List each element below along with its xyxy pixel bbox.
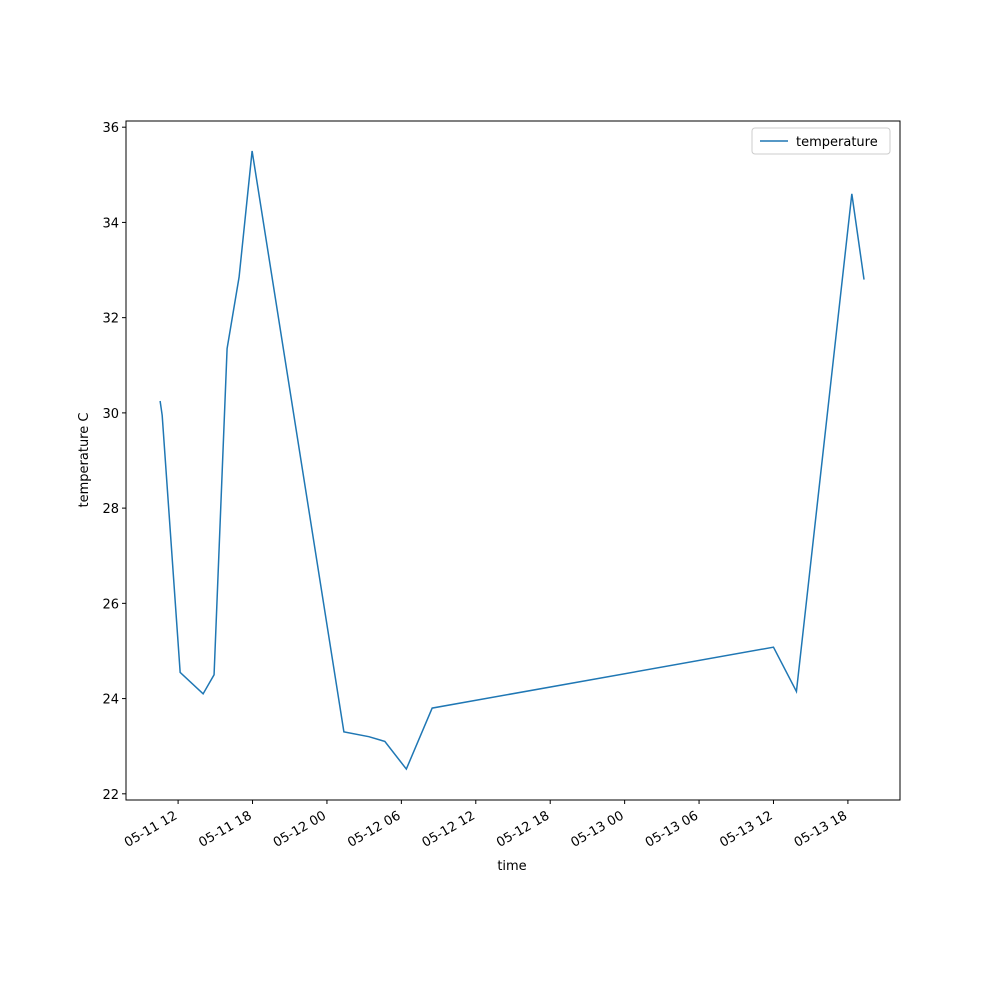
y-tick-label: 22 <box>102 788 119 803</box>
legend-box <box>751 127 891 155</box>
legend: temperature <box>751 127 891 155</box>
axes-frame <box>125 120 901 801</box>
y-tick-label: 32 <box>102 312 119 327</box>
x-tick-label: 05-12 06 <box>345 808 403 850</box>
x-tick-label: 05-13 12 <box>717 808 775 850</box>
y-axis-label: temperature C <box>77 413 92 508</box>
legend-label: temperature <box>796 135 878 150</box>
x-axis-label: time <box>497 859 526 874</box>
line <box>159 150 865 771</box>
x-tick-label: 05-12 18 <box>494 808 552 850</box>
y-tick-label: 36 <box>102 121 119 136</box>
x-tick-label: 05-12 00 <box>271 808 329 850</box>
x-tick-label: 05-13 00 <box>569 808 627 850</box>
x-tick-label: 05-12 12 <box>420 808 478 850</box>
x-tick-label: 05-11 18 <box>196 808 254 850</box>
x-tick-label: 05-13 06 <box>643 808 701 850</box>
x-tick-label: 05-13 18 <box>792 808 850 850</box>
y-tick-label: 24 <box>102 693 119 708</box>
y-tick-label: 34 <box>102 216 119 231</box>
plot-area <box>126 121 900 800</box>
y-tick-label: 26 <box>102 597 119 612</box>
y-tick-label: 30 <box>102 407 119 422</box>
y-tick-label: 28 <box>102 502 119 517</box>
x-tick-label: 05-11 12 <box>122 808 180 850</box>
